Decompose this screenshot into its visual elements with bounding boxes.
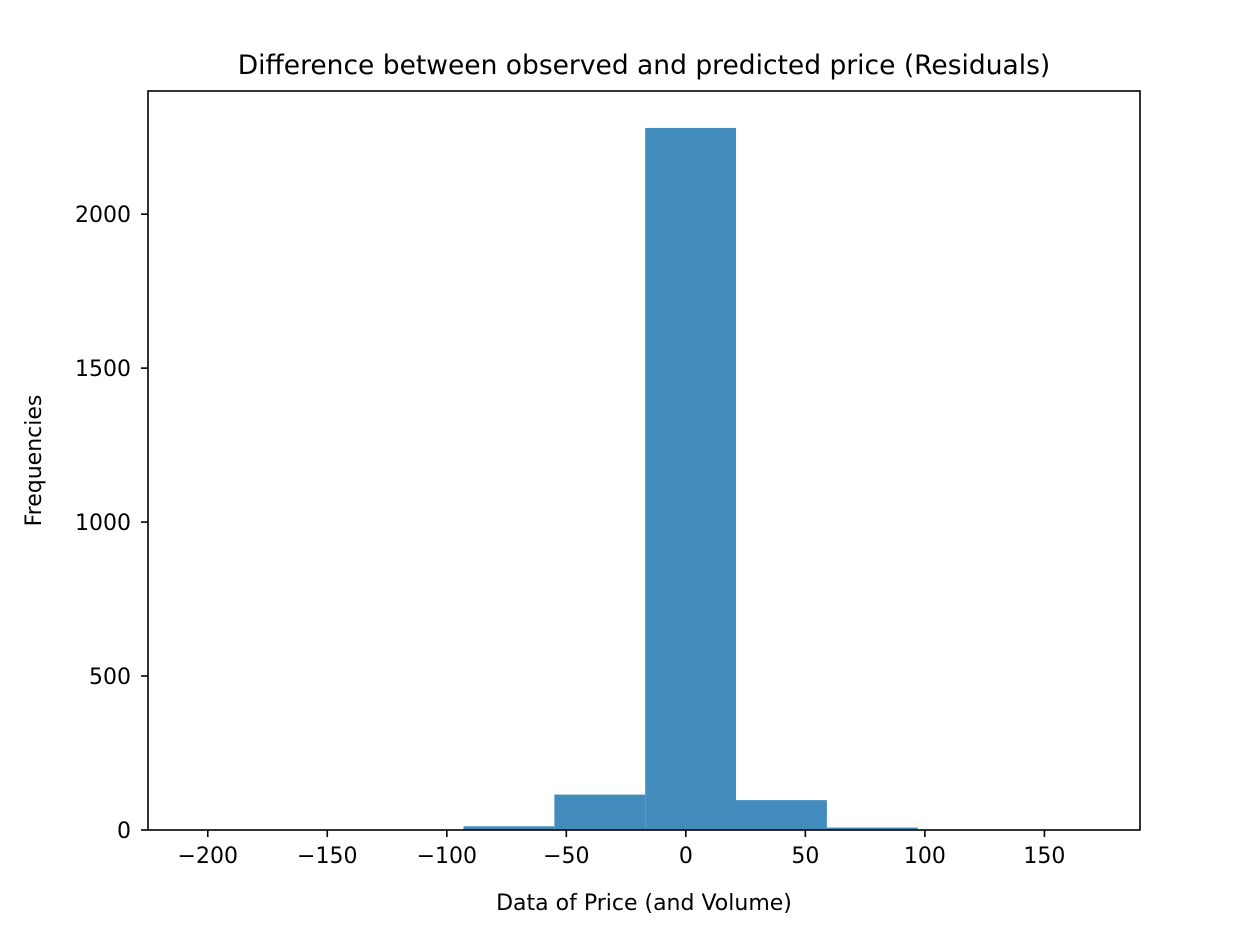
x-tick-label: 0: [679, 844, 693, 869]
histogram-bars: [389, 127, 1100, 830]
x-tick-label: −150: [297, 844, 357, 869]
y-tick-label: 0: [117, 819, 131, 844]
histogram-bar-4: [554, 794, 646, 830]
x-tick-label: 50: [791, 844, 819, 869]
histogram-bar-6: [736, 800, 827, 830]
y-axis-label: Frequencies: [22, 395, 47, 527]
chart-title: Difference between observed and predicte…: [238, 50, 1051, 81]
histogram-bar-5: [645, 127, 737, 830]
x-axis-ticks: −200 −150 −100 −50 0 50 100 150: [178, 830, 1065, 869]
y-tick-label: 2000: [75, 203, 131, 228]
x-tick-label: 150: [1023, 844, 1065, 869]
x-tick-label: −50: [543, 844, 589, 869]
x-axis-label: Data of Price (and Volume): [496, 891, 792, 916]
y-tick-label: 1000: [75, 511, 131, 536]
y-axis-ticks: 0 500 1000 1500 2000: [75, 203, 148, 844]
x-tick-label: 100: [904, 844, 946, 869]
y-tick-label: 500: [89, 665, 131, 690]
histogram-bar-7: [826, 827, 918, 830]
y-tick-label: 1500: [75, 357, 131, 382]
plot-area-frame: [147, 90, 1141, 831]
histogram-bar-3: [463, 826, 555, 830]
x-tick-label: −200: [178, 844, 238, 869]
x-tick-label: −100: [417, 844, 477, 869]
